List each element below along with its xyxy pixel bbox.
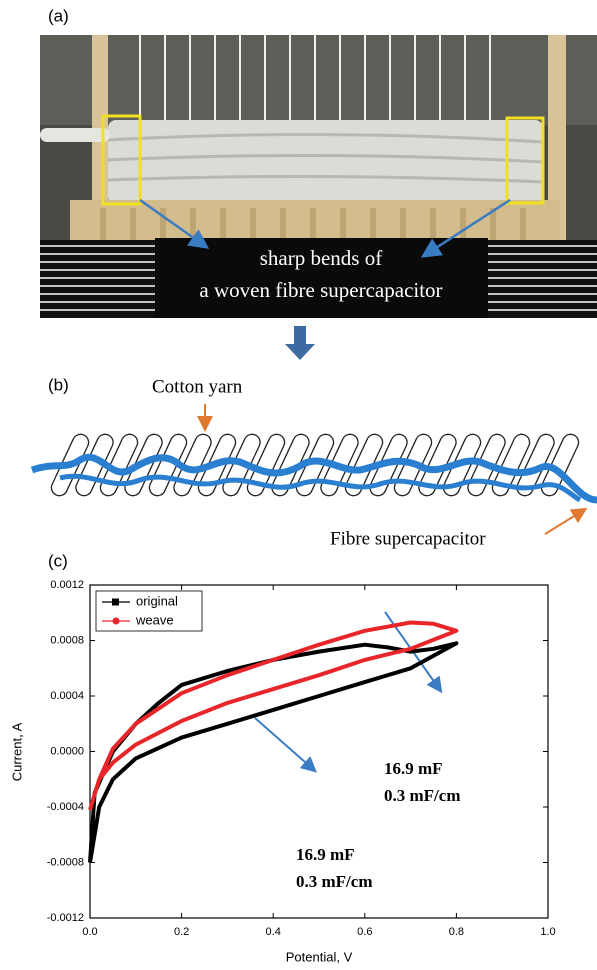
legend-marker bbox=[112, 617, 120, 625]
fibre-label: Fibre supercapacitor bbox=[330, 528, 486, 549]
caption: a woven fibre supercapacitor bbox=[199, 278, 442, 302]
fibre bbox=[59, 473, 582, 503]
plot-frame bbox=[89, 584, 549, 919]
loop bbox=[491, 433, 531, 497]
y-tick-label: -0.0008 bbox=[47, 856, 84, 868]
x-tick-label: 1.0 bbox=[540, 926, 555, 938]
down-arrow bbox=[285, 326, 315, 360]
x-axis-label: Potential, V bbox=[286, 949, 353, 964]
caption: sharp bends of bbox=[260, 246, 382, 270]
legend-marker bbox=[112, 598, 119, 606]
y-tick-label: 0.0000 bbox=[50, 745, 84, 757]
annotation: 16.9 mF bbox=[296, 845, 355, 864]
legend-box bbox=[95, 590, 203, 632]
x-tick-label: 0.6 bbox=[357, 926, 372, 938]
x-tick-label: 0.2 bbox=[174, 926, 189, 938]
arrow bbox=[544, 507, 588, 535]
annotation: 0.3 mF/cm bbox=[384, 786, 460, 805]
loop bbox=[124, 433, 163, 497]
annotation: 16.9 mF bbox=[384, 759, 443, 778]
loop bbox=[50, 433, 90, 497]
y-tick-label: -0.0012 bbox=[47, 912, 84, 924]
loop bbox=[197, 433, 237, 497]
x-tick-label: 0.8 bbox=[449, 926, 464, 938]
series-line bbox=[88, 620, 459, 811]
loop bbox=[246, 433, 286, 497]
legend-label: original bbox=[136, 593, 178, 608]
panel-label: (c) bbox=[48, 551, 68, 570]
y-axis-label: Current, A bbox=[9, 722, 24, 781]
yarn-loops bbox=[50, 433, 580, 497]
y-tick-label: -0.0004 bbox=[47, 801, 84, 813]
loop bbox=[75, 433, 114, 497]
fibre bbox=[30, 454, 597, 504]
series-line bbox=[88, 641, 459, 863]
y-tick-label: 0.0012 bbox=[50, 579, 84, 591]
loop bbox=[540, 433, 580, 497]
x-tick-label: 0.4 bbox=[266, 926, 281, 938]
loop bbox=[148, 433, 188, 497]
panel-label: (a) bbox=[48, 6, 69, 25]
arrow bbox=[254, 717, 318, 773]
legend-label: weave bbox=[135, 612, 174, 627]
x-tick-label: 0.0 bbox=[82, 926, 97, 938]
y-tick-label: 0.0004 bbox=[50, 690, 84, 702]
yarn-label: Cotton yarn bbox=[152, 376, 243, 397]
annotation: 0.3 mF/cm bbox=[296, 872, 372, 891]
panel-label: (b) bbox=[48, 375, 69, 394]
photo bbox=[40, 35, 597, 318]
y-tick-label: 0.0008 bbox=[50, 634, 84, 646]
